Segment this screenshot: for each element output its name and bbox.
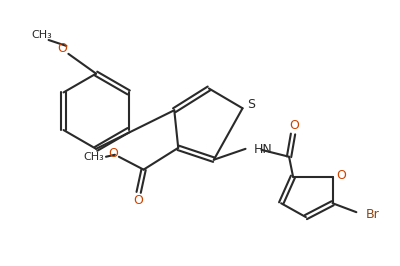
Text: CH₃: CH₃ [31,30,52,40]
Text: O: O [289,119,299,132]
Text: HN: HN [254,143,272,156]
Text: O: O [336,169,346,182]
Text: O: O [134,194,144,207]
Text: CH₃: CH₃ [84,152,104,162]
Text: S: S [248,98,256,111]
Text: O: O [108,147,118,160]
Text: Br: Br [366,208,380,221]
Text: O: O [58,42,67,55]
